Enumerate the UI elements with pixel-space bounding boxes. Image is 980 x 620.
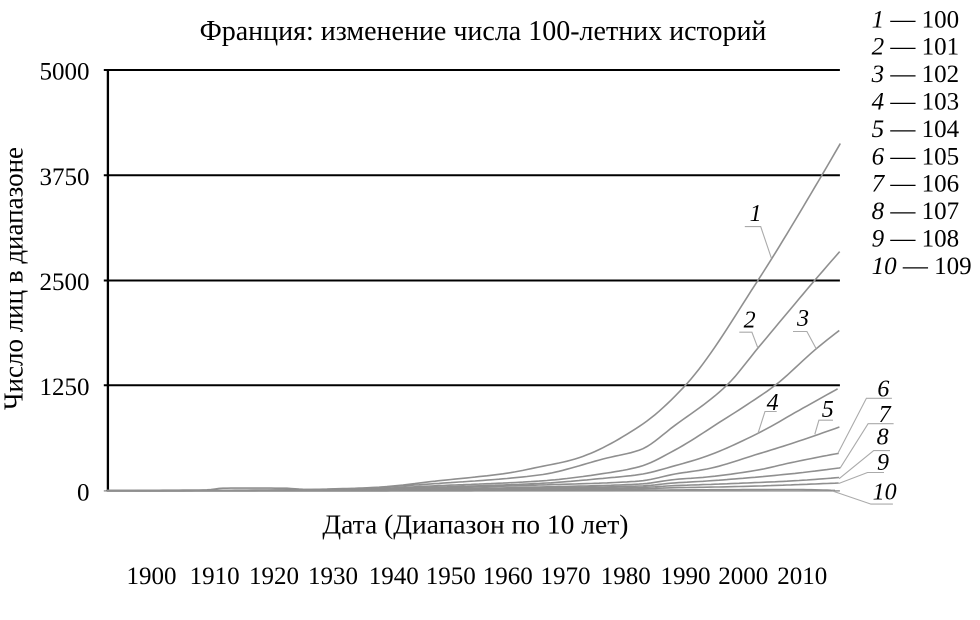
svg-text:0: 0 [77, 480, 90, 507]
svg-text:Дата (Диапазон по 10 лет): Дата (Диапазон по 10 лет) [322, 509, 628, 540]
svg-text:2 — 101: 2 — 101 [872, 34, 960, 61]
svg-text:3750: 3750 [40, 164, 90, 191]
svg-text:1990: 1990 [661, 563, 711, 590]
svg-text:1910: 1910 [190, 563, 240, 590]
svg-text:8 — 107: 8 — 107 [872, 198, 960, 225]
svg-text:1 — 100: 1 — 100 [872, 6, 960, 33]
svg-text:1970: 1970 [541, 563, 591, 590]
svg-text:2: 2 [744, 308, 756, 334]
svg-text:1900: 1900 [127, 563, 177, 590]
svg-text:4: 4 [767, 390, 779, 416]
svg-text:1920: 1920 [249, 563, 299, 590]
svg-text:10 — 109: 10 — 109 [872, 253, 972, 280]
svg-text:1: 1 [750, 201, 762, 227]
svg-text:7 — 106: 7 — 106 [872, 171, 960, 198]
svg-text:5 — 104: 5 — 104 [872, 116, 960, 143]
svg-text:8: 8 [877, 424, 889, 450]
svg-text:9: 9 [877, 450, 889, 476]
svg-text:5: 5 [822, 397, 834, 423]
svg-text:1930: 1930 [308, 563, 358, 590]
svg-text:2000: 2000 [718, 563, 768, 590]
svg-text:3: 3 [796, 306, 809, 332]
svg-text:1250: 1250 [40, 374, 90, 401]
svg-text:3 — 102: 3 — 102 [871, 61, 960, 88]
svg-text:1940: 1940 [369, 563, 419, 590]
svg-text:1960: 1960 [483, 563, 533, 590]
svg-text:6 — 105: 6 — 105 [872, 143, 960, 170]
svg-text:2500: 2500 [40, 269, 90, 296]
svg-text:4 — 103: 4 — 103 [872, 89, 960, 116]
svg-text:6: 6 [877, 377, 889, 403]
svg-text:Число лиц в диапазоне: Число лиц в диапазоне [0, 147, 29, 410]
svg-text:1950: 1950 [426, 563, 476, 590]
svg-text:Франция: изменение числа 100-л: Франция: изменение числа 100-летних исто… [200, 16, 767, 47]
svg-text:10: 10 [873, 479, 897, 505]
svg-text:9 — 108: 9 — 108 [872, 226, 960, 253]
svg-text:5000: 5000 [40, 59, 90, 86]
svg-text:1980: 1980 [601, 563, 651, 590]
svg-text:7: 7 [879, 402, 892, 428]
svg-text:2010: 2010 [777, 563, 827, 590]
